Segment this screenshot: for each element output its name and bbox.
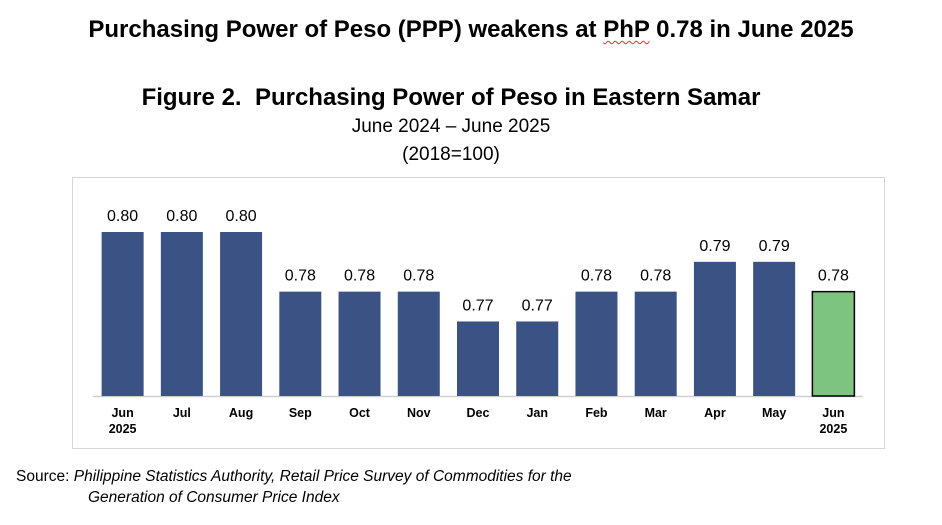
data-label-10: 0.79: [699, 238, 730, 255]
source-line-1: Philippine Statistics Authority, Retail …: [73, 468, 572, 485]
tick-label-0: Jun 2025: [109, 406, 137, 436]
headline-prefix: Purchasing Power of Peso (PPP) weakens a…: [88, 16, 604, 43]
chart-frame: 0.80 Jun 2025 0.80 Jul 0.80 Aug 0.78 Sep 0.78 Oct 0…: [72, 177, 885, 449]
data-label-7: 0.77: [522, 297, 553, 314]
data-label-6: 0.77: [462, 297, 493, 314]
bar-7: [516, 321, 559, 396]
bar-2: [220, 232, 263, 396]
data-label-2: 0.80: [226, 208, 257, 225]
figure-base-year: (2018=100): [402, 144, 500, 165]
data-label-12: 0.78: [818, 268, 849, 285]
tick-label-11: May: [762, 406, 786, 420]
tick-label-10: Apr: [704, 406, 726, 420]
bar-12: [811, 290, 856, 397]
bar-6: [457, 321, 499, 396]
figure-subtitle: June 2024 – June 2025: [351, 116, 551, 137]
bar-10: [693, 261, 736, 396]
bar-11: [753, 261, 796, 396]
tick-label-2: Aug: [229, 406, 253, 420]
tick-label-1: Jul: [173, 406, 191, 420]
headline-suffix: 0.78 in June 2025: [649, 16, 854, 43]
data-label-3: 0.78: [285, 268, 316, 285]
data-label-9: 0.78: [640, 268, 671, 285]
source-label: Source:: [16, 468, 70, 485]
bar-0: [101, 232, 144, 396]
tick-label-12: Jun 2025: [819, 406, 847, 436]
tick-label-7: Jan: [526, 406, 548, 420]
source-note: Source: Philippine Statistics Authority,…: [16, 466, 572, 508]
headline: Purchasing Power of Peso (PPP) weakens a…: [0, 16, 942, 44]
bar-1: [160, 232, 203, 396]
figure-title-text: Purchasing Power of Peso in Eastern Sama…: [254, 84, 761, 111]
data-label-0: 0.80: [107, 208, 138, 225]
bar-9: [634, 291, 677, 396]
headline-flagged-word: PhP: [603, 16, 650, 43]
tick-label-4: Oct: [349, 406, 371, 420]
data-label-8: 0.78: [581, 268, 612, 285]
bar-4: [338, 291, 381, 396]
figure-label: Figure 2.: [141, 84, 242, 111]
tick-label-6: Dec: [467, 406, 490, 420]
tick-label-9: Mar: [645, 406, 667, 420]
bar-chart: 0.80 Jun 2025 0.80 Jul 0.80 Aug 0.78 Sep 0.78 Oct 0…: [93, 208, 863, 436]
source-line-2: Generation of Consumer Price Index: [88, 489, 340, 506]
data-label-4: 0.78: [344, 268, 375, 285]
data-label-11: 0.79: [759, 238, 790, 255]
figure-title: Figure 2. Purchasing Power of Peso in Ea…: [0, 84, 902, 112]
tick-label-8: Feb: [585, 406, 608, 420]
bar-3: [279, 291, 322, 396]
tick-label-3: Sep: [289, 406, 312, 420]
bar-5: [397, 291, 440, 396]
data-label-5: 0.78: [403, 268, 434, 285]
bar-8: [575, 291, 618, 396]
tick-label-5: Nov: [407, 406, 431, 420]
data-label-1: 0.80: [166, 208, 197, 225]
